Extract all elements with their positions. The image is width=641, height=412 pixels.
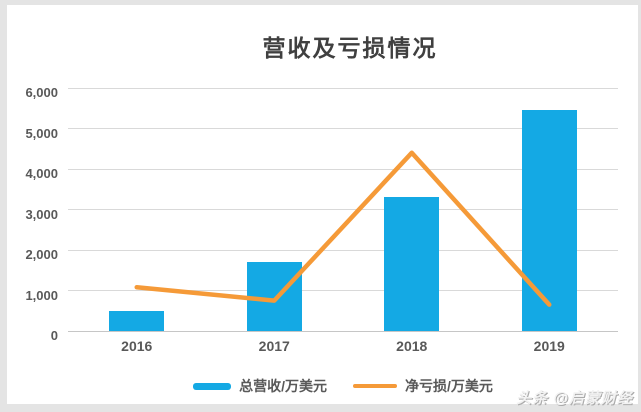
gridline-3000 <box>68 209 618 210</box>
y-tick-label: 4,000 <box>25 166 58 181</box>
y-tick-label: 6,000 <box>25 85 58 100</box>
y-axis-labels: 0 1,000 2,000 3,000 4,000 5,000 6,000 <box>0 85 60 343</box>
plot-area <box>68 87 618 332</box>
bar-2017 <box>246 262 302 331</box>
x-tick-label-2017: 2017 <box>258 338 290 354</box>
bar-2016 <box>109 310 165 331</box>
legend-line-swatch <box>353 384 397 388</box>
watermark: 头条 @启蒙财经 <box>516 390 633 407</box>
legend: 总营收/万美元 净亏损/万美元 <box>68 376 618 396</box>
legend-item: 净亏损/万美元 <box>353 376 493 396</box>
legend-label: 净亏损/万美元 <box>405 378 493 394</box>
gridline-6000 <box>68 87 618 89</box>
y-tick-label: 3,000 <box>25 206 58 222</box>
x-axis-labels: 2016 2017 2018 2019 <box>68 338 618 356</box>
net-loss-line <box>134 150 552 307</box>
y-tick-label: 5,000 <box>25 125 58 141</box>
y-tick-label: 2,000 <box>25 247 58 262</box>
y-tick-label: 1,000 <box>25 287 58 303</box>
legend-item: 总营收/万美元 <box>193 376 327 396</box>
line-series-svg <box>134 150 552 307</box>
legend-label: 总营收/万美元 <box>239 378 327 394</box>
gridline-2000 <box>68 249 618 251</box>
gridline-1000 <box>68 290 618 291</box>
gridline-0 <box>68 330 618 332</box>
bar-2019 <box>521 110 577 331</box>
gridline-4000 <box>68 168 618 170</box>
x-tick-label-2016: 2016 <box>121 338 153 354</box>
x-tick-label-2019: 2019 <box>533 338 565 354</box>
chart-title: 营收及亏损情况 <box>262 35 438 62</box>
gridline-5000 <box>68 128 618 129</box>
bar-2018 <box>384 197 440 331</box>
x-tick-label-2018: 2018 <box>396 338 428 354</box>
y-tick-label: 0 <box>50 328 58 343</box>
legend-bar-swatch <box>193 382 232 390</box>
